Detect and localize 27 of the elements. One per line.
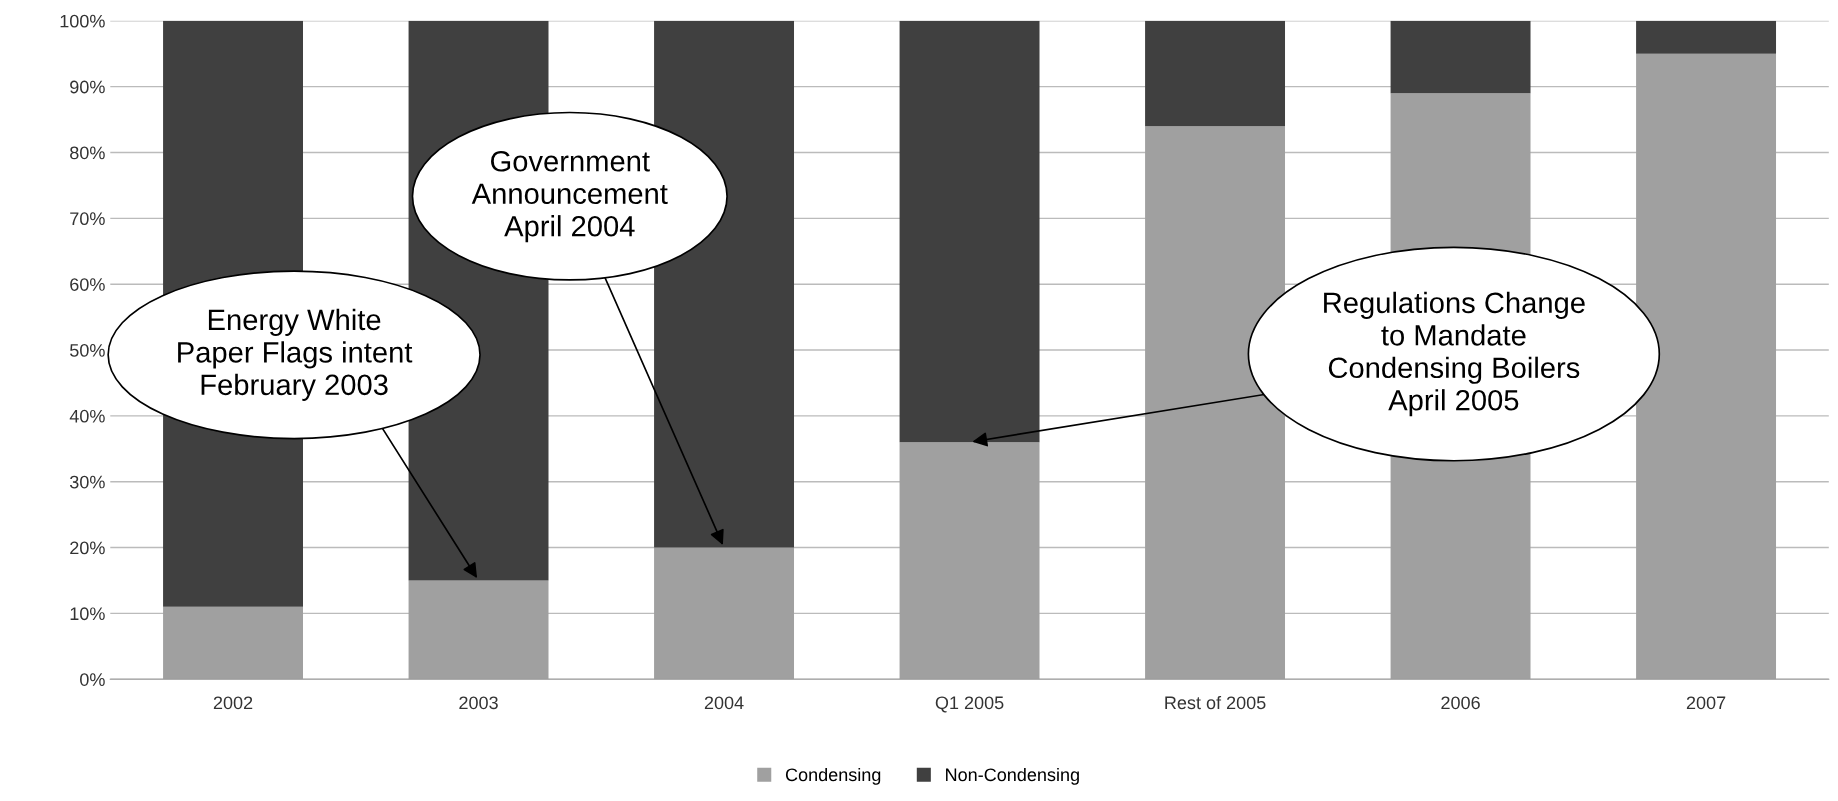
annotation: Energy White Paper Flags intent February 2003 — [178, 308, 413, 401]
y-tick-label: 20% — [70, 541, 105, 555]
x-tick-label: 2003 — [459, 696, 498, 710]
x-tick-label: 2006 — [1441, 696, 1480, 710]
annotation: Government Announcement April 2004 — [471, 150, 668, 243]
bar — [1145, 20, 1286, 127]
bar — [899, 20, 1040, 443]
bar — [1636, 20, 1777, 54]
y-tick-label: 0% — [80, 673, 105, 686]
x-tick-label: 2007 — [1686, 696, 1726, 710]
y-tick-label: 70% — [70, 212, 105, 226]
y-tick-label: 60% — [70, 278, 105, 291]
x-tick-label: 2004 — [704, 696, 744, 710]
y-tick-label: 100% — [60, 14, 105, 28]
legend-label: Condensing — [785, 767, 881, 785]
y-tick-label: 30% — [69, 475, 105, 489]
y-tick-label: 50% — [70, 343, 105, 357]
y-tick-label: 90% — [70, 80, 105, 94]
annotation: Regulations Change to Mandate Condensing Boilers April 2005 — [1324, 291, 1585, 417]
bar — [1390, 20, 1531, 94]
x-tick-label: Q1 2005 — [935, 696, 1004, 713]
y-tick-label: 40% — [69, 409, 105, 423]
y-tick-label: 80% — [70, 146, 105, 160]
x-tick-label: Rest of 2005 — [1165, 695, 1266, 710]
legend-label: Non-Condensing — [946, 767, 1079, 785]
x-tick-label: 2002 — [213, 696, 253, 710]
y-tick-label: 10% — [70, 607, 105, 621]
